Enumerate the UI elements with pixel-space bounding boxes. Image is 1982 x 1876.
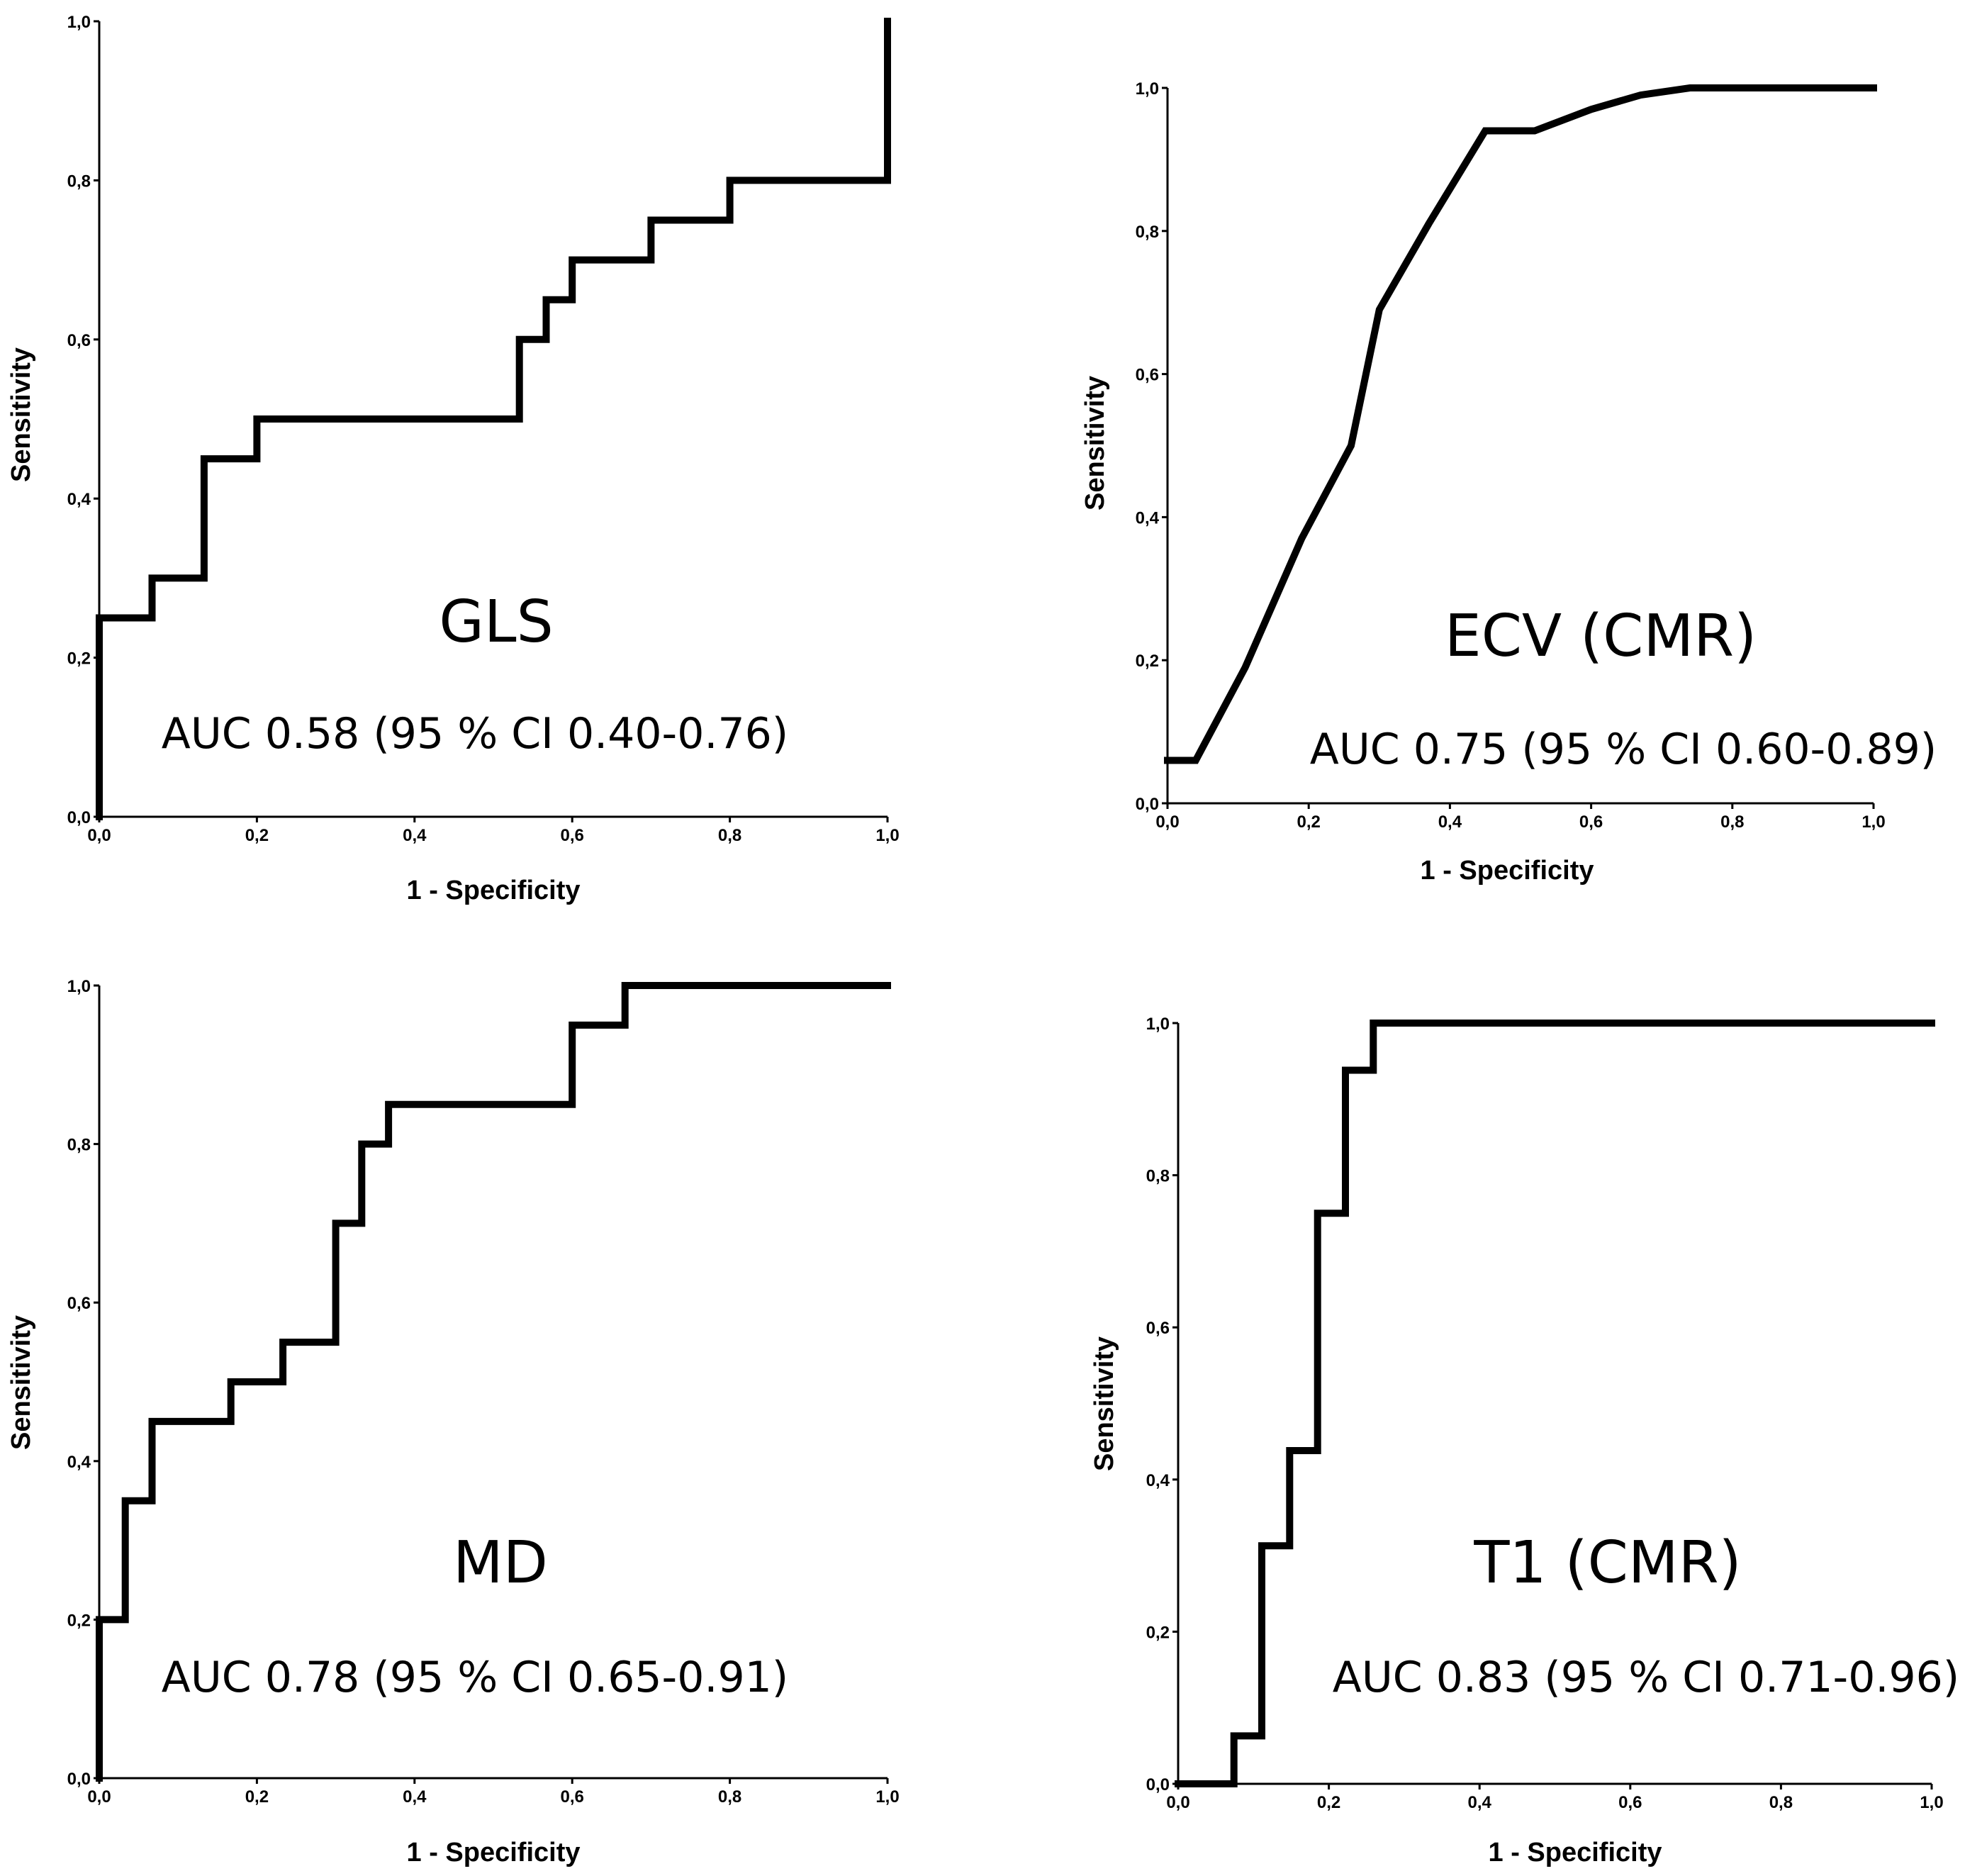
y-tick-label: 0,2 bbox=[67, 649, 91, 669]
x-tick-label: 1,0 bbox=[1861, 813, 1885, 832]
x-tick-label: 0,4 bbox=[403, 826, 427, 845]
roc-panel-1: 0,0 0,2 0,4 0,6 0,8 1,0 0,0 0,2 0,4 0,6 0,8 1,0 1 - … bbox=[6, 13, 900, 905]
y-tick-label: 0,2 bbox=[67, 1611, 91, 1630]
y-tick-label: 0,6 bbox=[1136, 366, 1159, 385]
y-tick-label: 0,8 bbox=[1136, 223, 1159, 242]
y-tick-label: 0,0 bbox=[1136, 795, 1159, 814]
y-tick-label: 0,4 bbox=[67, 1453, 91, 1472]
x-axis-title: 1 - Specificity bbox=[407, 876, 581, 905]
x-tick-label: 0,0 bbox=[1166, 1793, 1189, 1812]
plot-title: ECV (CMR) bbox=[1445, 603, 1757, 670]
y-tick-label: 0,8 bbox=[67, 1136, 91, 1155]
roc-panel-3: 0,0 0,2 0,4 0,6 0,8 1,0 0,0 0,2 0,4 0,6 0,8 1,0 1 - … bbox=[6, 977, 900, 1867]
auc-annotation: AUC 0.78 (95 % CI 0.65-0.91) bbox=[162, 1653, 788, 1702]
y-tick-label: 0,0 bbox=[1146, 1775, 1170, 1794]
x-tick-label: 0,2 bbox=[1297, 813, 1321, 832]
y-tick-label: 0,0 bbox=[67, 1770, 91, 1789]
x-tick-label: 1,0 bbox=[1920, 1793, 1943, 1812]
x-tick-label: 0,4 bbox=[1468, 1793, 1492, 1812]
x-tick-label: 0,8 bbox=[718, 1787, 741, 1807]
y-tick-label: 0,2 bbox=[1136, 652, 1159, 671]
x-tick-label: 0,2 bbox=[245, 826, 269, 845]
x-axis-title: 1 - Specificity bbox=[407, 1838, 581, 1867]
auc-annotation: AUC 0.83 (95 % CI 0.71-0.96) bbox=[1333, 1653, 1959, 1702]
x-tick-label: 0,6 bbox=[1618, 1793, 1642, 1812]
auc-annotation: AUC 0.75 (95 % CI 0.60-0.89) bbox=[1310, 725, 1937, 774]
x-tick-label: 0,4 bbox=[1438, 813, 1462, 832]
x-tick-label: 0,6 bbox=[1579, 813, 1603, 832]
y-axis-title: Sensitivity bbox=[1090, 1336, 1119, 1471]
y-tick-label: 0,6 bbox=[1146, 1319, 1170, 1338]
y-tick-label: 0,2 bbox=[1146, 1623, 1170, 1642]
y-tick-label: 1,0 bbox=[1146, 1015, 1170, 1034]
x-tick-label: 0,6 bbox=[561, 826, 584, 845]
y-tick-label: 1,0 bbox=[67, 977, 91, 996]
y-tick-label: 0,4 bbox=[1146, 1471, 1170, 1490]
roc-curve-line bbox=[96, 18, 891, 820]
y-tick-label: 0,8 bbox=[67, 172, 91, 191]
y-tick-label: 0,6 bbox=[67, 1294, 91, 1313]
roc-panel-2: 0,0 0,2 0,4 0,6 0,8 1,0 0,0 0,2 0,4 0,6 0,8 1,0 1 - … bbox=[1080, 79, 1937, 886]
plot-title: GLS bbox=[439, 588, 553, 656]
y-tick-label: 1,0 bbox=[67, 13, 91, 32]
roc-panel-4: 0,0 0,2 0,4 0,6 0,8 1,0 0,0 0,2 0,4 0,6 0,8 1,0 1 - … bbox=[1090, 1015, 1959, 1867]
plot-title: MD bbox=[453, 1529, 548, 1597]
x-axis-title: 1 - Specificity bbox=[1421, 856, 1594, 886]
x-tick-label: 0,0 bbox=[1155, 813, 1179, 832]
y-axis-title: Sensitivity bbox=[6, 347, 36, 482]
roc-curve-line bbox=[1175, 1020, 1935, 1787]
x-tick-label: 0,8 bbox=[718, 826, 741, 845]
y-axis-title: Sensitivity bbox=[6, 1315, 36, 1450]
x-tick-label: 0,6 bbox=[561, 1787, 584, 1807]
x-tick-label: 0,0 bbox=[87, 826, 111, 845]
x-tick-label: 0,4 bbox=[403, 1787, 427, 1807]
x-axis-title: 1 - Specificity bbox=[1489, 1838, 1662, 1867]
y-tick-label: 0,0 bbox=[67, 808, 91, 827]
x-tick-label: 0,2 bbox=[245, 1787, 269, 1807]
x-tick-label: 0,2 bbox=[1317, 1793, 1340, 1812]
y-tick-label: 1,0 bbox=[1136, 79, 1159, 99]
x-tick-label: 0,8 bbox=[1720, 813, 1744, 832]
y-tick-label: 0,4 bbox=[1136, 508, 1160, 527]
x-tick-label: 1,0 bbox=[875, 826, 899, 845]
y-tick-label: 0,6 bbox=[67, 331, 91, 350]
plot-title: T1 (CMR) bbox=[1473, 1529, 1741, 1597]
roc-curve-line bbox=[96, 982, 891, 1782]
x-tick-label: 0,0 bbox=[87, 1787, 111, 1807]
y-tick-label: 0,8 bbox=[1146, 1167, 1170, 1186]
y-axis-title: Sensitivity bbox=[1080, 376, 1110, 510]
x-tick-label: 0,8 bbox=[1769, 1793, 1793, 1812]
y-tick-label: 0,4 bbox=[67, 490, 91, 509]
roc-curve-line bbox=[1164, 84, 1877, 764]
auc-annotation: AUC 0.58 (95 % CI 0.40-0.76) bbox=[162, 709, 788, 759]
x-tick-label: 1,0 bbox=[875, 1787, 899, 1807]
